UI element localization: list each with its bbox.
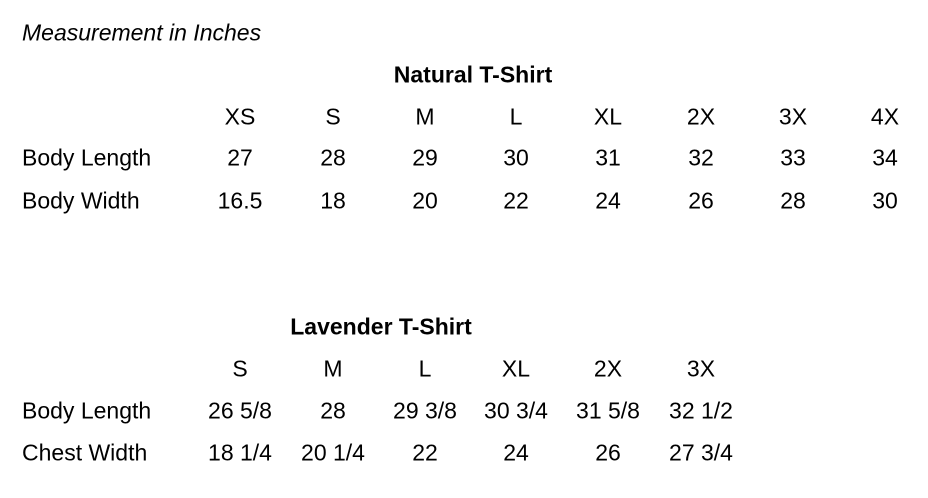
row-label: Body Length: [22, 397, 152, 424]
table-cell: 33: [780, 144, 806, 171]
row-label: Body Width: [22, 187, 140, 214]
table-cell: 16.5: [217, 187, 263, 214]
table-cell: 24: [595, 187, 621, 214]
table-cell: 28: [320, 144, 346, 171]
size-header: L: [509, 103, 523, 130]
table-cell: 30 3/4: [484, 397, 548, 424]
table-cell: 20 1/4: [301, 439, 365, 466]
table-cell: 22: [503, 187, 529, 214]
size-header: XL: [593, 103, 623, 130]
table-cell: 29 3/8: [393, 397, 457, 424]
caption: Measurement in Inches: [22, 19, 262, 46]
size-header: 3X: [778, 103, 808, 130]
table-cell: 27 3/4: [669, 439, 733, 466]
table-cell: 32 1/2: [669, 397, 733, 424]
table-cell: 29: [412, 144, 438, 171]
size-header: 4X: [870, 103, 900, 130]
table-cell: 30: [503, 144, 529, 171]
table-cell: 26: [688, 187, 714, 214]
row-label: Chest Width: [22, 439, 148, 466]
table-title: Natural T-Shirt: [393, 61, 553, 88]
table-cell: 26 5/8: [208, 397, 272, 424]
size-header: XS: [224, 103, 256, 130]
size-header: S: [232, 355, 248, 382]
table-cell: 32: [688, 144, 714, 171]
table-cell: 26: [595, 439, 621, 466]
table-title: Lavender T-Shirt: [290, 313, 472, 340]
table-cell: 18: [320, 187, 346, 214]
size-header: XL: [501, 355, 531, 382]
size-header: 2X: [686, 103, 716, 130]
table-cell: 22: [412, 439, 438, 466]
size-header: 2X: [593, 355, 623, 382]
table-cell: 20: [412, 187, 438, 214]
table-cell: 34: [872, 144, 898, 171]
table-cell: 28: [320, 397, 346, 424]
size-header: 3X: [686, 355, 716, 382]
row-label: Body Length: [22, 144, 152, 171]
size-header: S: [325, 103, 341, 130]
table-cell: 24: [503, 439, 529, 466]
table-cell: 27: [227, 144, 253, 171]
table-cell: 31: [595, 144, 621, 171]
table-cell: 18 1/4: [208, 439, 272, 466]
table-cell: 28: [780, 187, 806, 214]
size-header: M: [415, 103, 435, 130]
size-header: M: [323, 355, 343, 382]
size-header: L: [418, 355, 432, 382]
table-cell: 31 5/8: [576, 397, 640, 424]
table-cell: 30: [872, 187, 898, 214]
